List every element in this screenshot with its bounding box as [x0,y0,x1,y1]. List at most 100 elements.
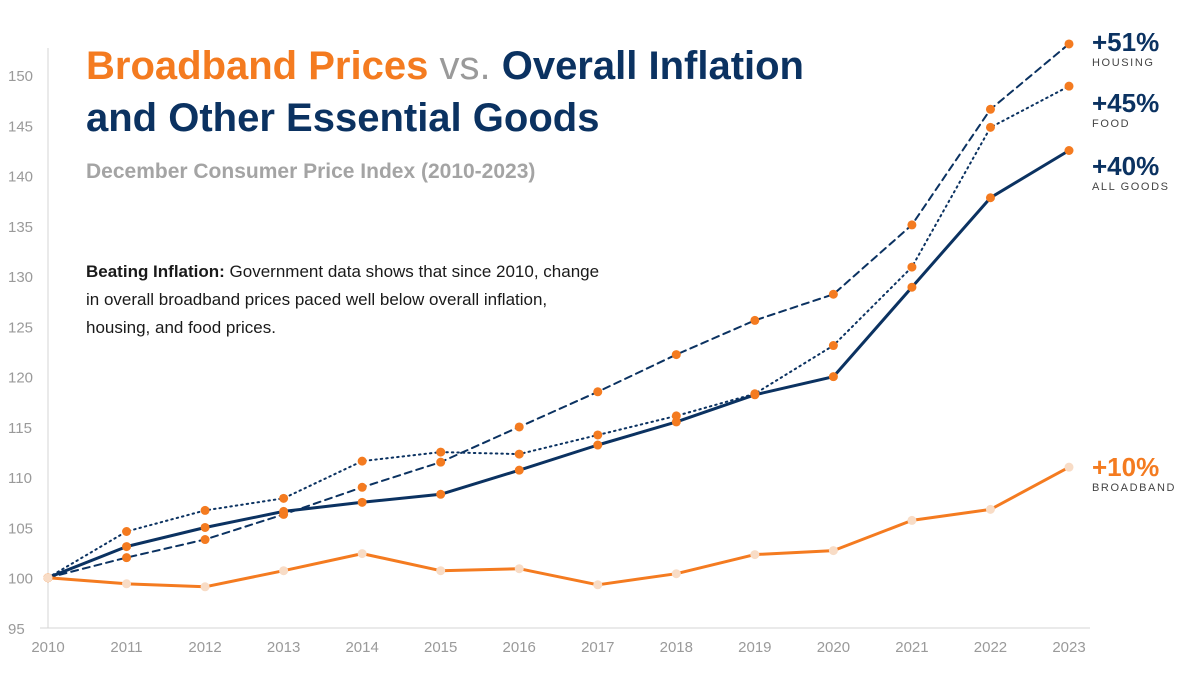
data-point-all-goods [357,497,367,507]
data-point-broadband [828,546,838,556]
x-tick-label: 2012 [188,639,221,656]
data-point-housing [985,104,995,114]
note-heading: Beating Inflation: [86,262,225,281]
data-point-broadband [122,579,132,589]
y-tick-label: 135 [8,219,33,236]
x-tick-label: 2019 [738,639,771,656]
series-markers [43,39,1074,592]
data-point-all-goods [907,282,917,292]
title-vs: vs. [439,44,491,88]
data-point-housing [122,553,132,563]
chart-axes: 95 100 105 110 115 120 125 130 135 140 145 150 2010 2… [8,48,1090,656]
chart-title: Broadband Prices vs. Overall Inflation a… [86,40,804,144]
end-label-pct: +51% [1092,27,1160,57]
y-tick-label: 125 [8,319,33,336]
data-point-broadband [750,550,760,560]
end-label-name: BROADBAND [1092,482,1177,494]
data-point-food [279,493,289,503]
data-point-food [1064,81,1074,91]
x-tick-label: 2015 [424,639,457,656]
data-point-all-goods [985,193,995,203]
series-line-all-goods [46,149,1071,580]
end-label-food: +45% FOOD [1092,89,1159,130]
data-point-broadband [43,573,53,583]
data-point-housing [200,535,210,545]
data-point-broadband [357,549,367,559]
data-point-food [357,456,367,466]
data-point-housing [828,289,838,299]
data-point-all-goods [1064,146,1074,155]
series-line-food [47,85,1070,579]
data-point-housing [1064,39,1074,49]
data-point-food [122,526,132,536]
data-point-housing [907,220,917,230]
y-tick-label: 140 [8,169,33,186]
data-point-all-goods [200,522,210,532]
end-label-pct: +10% [1092,452,1160,482]
data-point-all-goods [671,417,681,427]
data-point-food [514,449,524,459]
title-inflation: Overall Inflation [501,44,804,88]
end-label-name: FOOD [1092,118,1131,130]
data-point-broadband [1064,462,1074,472]
data-point-all-goods [279,506,289,516]
end-label-broadband: +10% BROADBAND [1092,453,1176,494]
data-point-broadband [514,564,524,574]
x-tick-label: 2021 [895,639,928,656]
x-tick-label: 2022 [974,639,1007,656]
data-point-all-goods [750,390,760,400]
x-tick-label: 2020 [817,639,850,656]
data-point-housing [514,422,524,432]
x-tick-label: 2018 [660,639,693,656]
y-tick-label: 120 [8,370,33,387]
data-point-broadband [279,566,289,576]
x-tick-label: 2010 [31,639,64,656]
y-tick-label: 150 [8,68,33,85]
x-tick-label: 2011 [110,639,142,656]
data-point-broadband [671,569,681,579]
data-point-food [436,447,446,457]
data-point-food [907,262,917,272]
y-tick-label: 110 [8,470,32,487]
data-point-housing [671,350,681,360]
data-point-housing [750,315,760,325]
end-label-pct: +45% [1092,88,1160,118]
y-tick-label: 130 [8,269,33,286]
data-point-all-goods [122,542,132,552]
x-tick-label: 2016 [503,639,536,656]
series-line-housing [47,42,1070,579]
x-tick-label: 2017 [581,639,614,656]
data-point-broadband [907,515,917,525]
series-line-broadband [46,465,1071,589]
annotation-note: Beating Inflation: Government data shows… [86,258,606,342]
data-point-housing [593,387,603,397]
x-tick-label: 2023 [1052,639,1085,656]
series-lines [46,42,1071,589]
data-point-housing [357,482,367,492]
data-point-food [593,430,603,440]
y-tick-label: 95 [8,621,25,638]
end-label-pct: +40% [1092,151,1160,181]
data-point-all-goods [593,440,603,450]
data-point-food [985,122,995,132]
end-label-all-goods: +40% ALL GOODS [1092,152,1170,193]
data-point-all-goods [514,465,524,475]
y-tick-label: 115 [8,420,32,437]
title-broadband: Broadband Prices [86,44,429,88]
data-point-housing [436,457,446,467]
data-point-all-goods [436,489,446,499]
title-line2: and Other Essential Goods [86,96,600,140]
data-point-food [200,505,210,515]
y-tick-label: 105 [8,520,33,537]
end-label-name: ALL GOODS [1092,181,1170,193]
chart-subtitle: December Consumer Price Index (2010-2023… [86,160,536,183]
end-label-name: HOUSING [1092,57,1155,69]
data-point-food [828,341,838,351]
data-point-broadband [593,580,603,590]
data-point-all-goods [828,372,838,382]
y-tick-label: 145 [8,118,33,135]
x-tick-label: 2014 [345,639,378,656]
note-text: Government data shows that since 2010, c… [86,262,600,337]
y-tick-label: 100 [8,571,33,588]
